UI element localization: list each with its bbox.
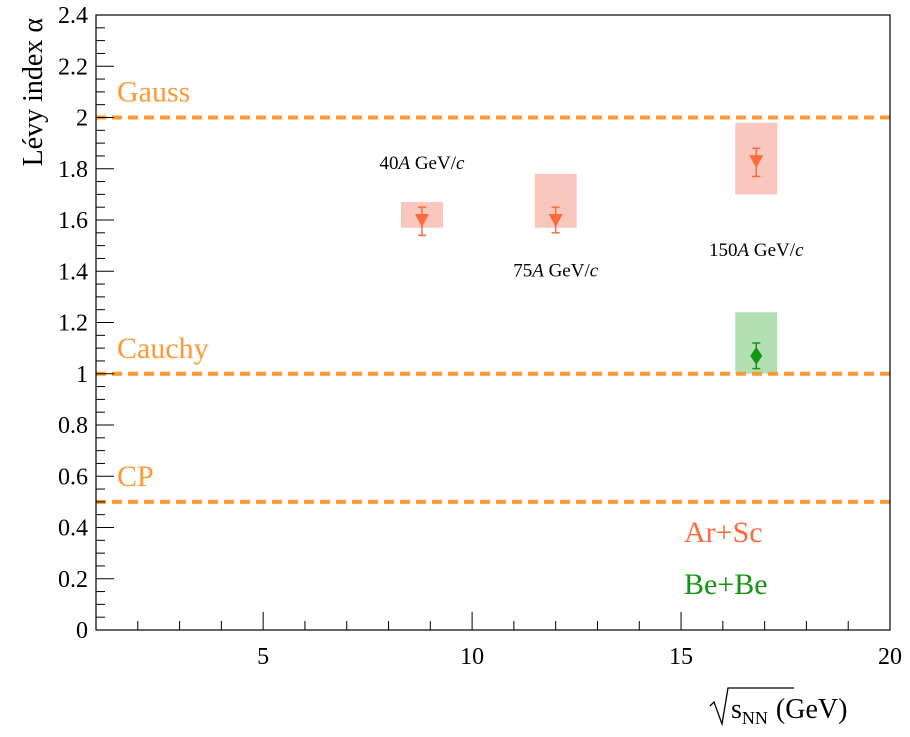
axes	[95, 14, 891, 631]
y-tick-label: 0	[76, 618, 88, 644]
y-tick-label: 2	[76, 106, 88, 132]
data-point	[749, 155, 764, 169]
y-tick-label: 0.4	[58, 516, 88, 542]
y-tick-label: 0.2	[58, 567, 88, 593]
data-points-layer	[414, 147, 764, 370]
reference-line-label: CP	[117, 460, 154, 493]
x-tick-label: 15	[669, 644, 693, 670]
y-tick-label: 1.4	[58, 259, 88, 285]
data-point	[750, 346, 763, 365]
x-axis-title: sNN (GeV)	[731, 694, 847, 728]
legend-entry: Be+Be	[684, 568, 768, 601]
reference-lines-layer	[96, 115, 890, 504]
sqrt-symbol	[709, 687, 794, 727]
beam-energy-label: 150A GeV/c	[709, 240, 804, 261]
y-tick-label: 1.2	[58, 311, 88, 337]
y-tick-label: 1	[76, 362, 88, 388]
beam-energy-label: 75A GeV/c	[513, 260, 599, 281]
y-tick-label: 1.8	[58, 157, 88, 183]
reference-line-label: Gauss	[117, 76, 190, 109]
systematic-band-layer	[400, 122, 778, 374]
y-tick-label: 2.4	[58, 3, 88, 29]
y-axis-title: Lévy index α	[18, 18, 49, 167]
reference-line-label: Cauchy	[117, 332, 209, 365]
y-tick-label: 0.6	[58, 464, 88, 490]
y-tick-label: 1.6	[58, 208, 88, 234]
y-tick-label: 2.2	[58, 54, 88, 80]
x-tick-label: 20	[878, 644, 902, 670]
x-tick-label: 10	[460, 644, 484, 670]
labels-layer: Gauss Cauchy CP 0 0.2 0.4 0.6 0.8 1 1.2 1.4 1.6 1.8 2…	[18, 3, 902, 728]
beam-energy-label: 40A GeV/c	[379, 153, 465, 174]
data-point	[548, 214, 563, 227]
x-tick-label: 5	[257, 644, 269, 670]
legend-entry: Ar+Sc	[684, 516, 763, 549]
y-tick-label: 0.8	[58, 413, 88, 439]
data-point	[414, 214, 429, 227]
